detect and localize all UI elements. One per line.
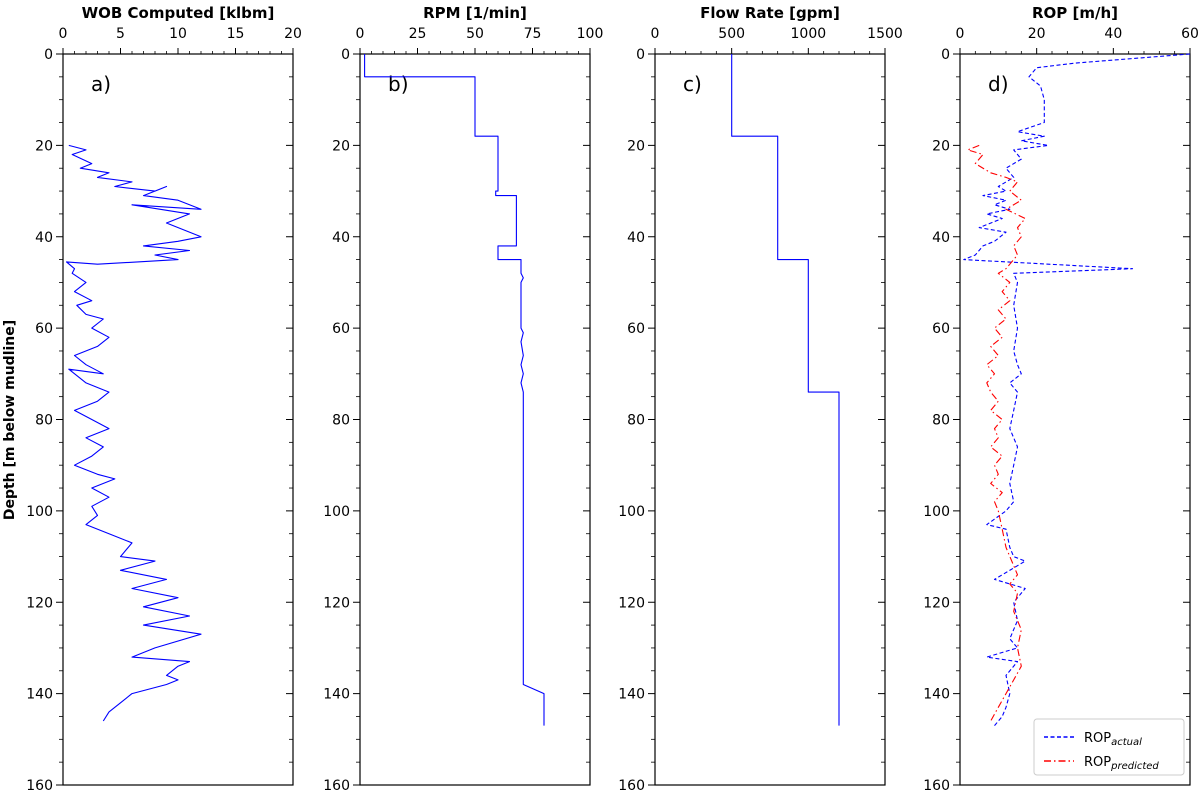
- panel-label: d): [988, 72, 1009, 96]
- y-tick-label: 0: [341, 47, 350, 63]
- x-tick-label: 500: [718, 26, 745, 42]
- y-tick-label: 20: [627, 138, 645, 154]
- x-tick-label: 5: [116, 26, 125, 42]
- x-tick-label: 0: [956, 26, 965, 42]
- x-tick-label: 1000: [791, 26, 827, 42]
- panel-title: WOB Computed [klbm]: [82, 4, 275, 22]
- x-tick-label: 100: [577, 26, 604, 42]
- y-tick-label: 20: [932, 138, 950, 154]
- series-line-predicted: [967, 144, 1026, 722]
- y-tick-label: 100: [923, 504, 950, 520]
- panel-title: RPM [1/min]: [423, 4, 527, 22]
- y-tick-label: 40: [35, 230, 53, 246]
- y-tick-label: 80: [35, 413, 53, 429]
- x-tick-label: 0: [356, 26, 365, 42]
- y-tick-label: 120: [923, 595, 950, 611]
- y-tick-label: 100: [323, 504, 350, 520]
- panel-2: RPM [1/min] 0 25 50 75 100 0 20 40 60 80 100 120 140 1…: [323, 4, 603, 794]
- y-tick-label: 0: [636, 47, 645, 63]
- series-line-series-1: [65, 144, 202, 722]
- x-tick-label: 0: [59, 26, 68, 42]
- y-tick-label: 40: [932, 230, 950, 246]
- y-tick-label: 80: [932, 413, 950, 429]
- x-tick-label: 20: [284, 26, 302, 42]
- x-tick-label: 0: [651, 26, 660, 42]
- y-tick-label: 140: [923, 687, 950, 703]
- panel-title: ROP [m/h]: [1032, 4, 1118, 22]
- y-tick-label: 80: [332, 413, 350, 429]
- panel-frame: [959, 53, 1191, 786]
- panel-4: ROP [m/h] 0 20 40 60 0 20 40 60 80 100 120 140 160 d) R…: [923, 4, 1199, 794]
- y-tick-label: 140: [323, 687, 350, 703]
- x-tick-label: 50: [466, 26, 484, 42]
- panels: WOB Computed [klbm] 0 5 10 15 20 0 20 40 60 80 100 1…: [26, 4, 1199, 794]
- y-tick-label: 60: [627, 321, 645, 337]
- x-tick-label: 1500: [867, 26, 903, 42]
- y-tick-label: 20: [35, 138, 53, 154]
- y-tick-label: 60: [35, 321, 53, 337]
- x-tick-label: 75: [524, 26, 542, 42]
- y-tick-label: 0: [44, 47, 53, 63]
- y-tick-label: 40: [627, 230, 645, 246]
- y-tick-label: 160: [26, 778, 53, 794]
- panel-3: Flow Rate [gpm] 0 500 1000 1500 0 20 40 60 80 100 1…: [618, 4, 903, 794]
- y-tick-label: 100: [618, 504, 645, 520]
- x-tick-label: 20: [1028, 26, 1046, 42]
- y-tick-label: 140: [618, 687, 645, 703]
- y-tick-label: 40: [332, 230, 350, 246]
- y-tick-label: 120: [26, 595, 53, 611]
- y-tick-label: 160: [323, 778, 350, 794]
- panel-label: a): [91, 72, 111, 96]
- panel-label: c): [683, 72, 702, 96]
- y-axis-label: Depth [m below mudline]: [2, 320, 18, 520]
- x-tick-label: 25: [409, 26, 427, 42]
- panel-label: b): [388, 72, 409, 96]
- y-tick-label: 20: [332, 138, 350, 154]
- series-line-series-1: [731, 54, 840, 726]
- panel-frame: [62, 53, 294, 786]
- y-tick-label: 140: [26, 687, 53, 703]
- panel-1: WOB Computed [klbm] 0 5 10 15 20 0 20 40 60 80 100 1…: [26, 4, 302, 794]
- y-tick-label: 80: [627, 413, 645, 429]
- panel-frame: [359, 53, 591, 786]
- y-tick-label: 160: [618, 778, 645, 794]
- x-tick-label: 60: [1181, 26, 1199, 42]
- panel-frame: [654, 53, 886, 786]
- y-tick-label: 160: [923, 778, 950, 794]
- y-tick-label: 60: [932, 321, 950, 337]
- x-tick-label: 40: [1104, 26, 1122, 42]
- legend-box: [1033, 718, 1185, 776]
- y-tick-label: 0: [941, 47, 950, 63]
- series-line-series-1: [364, 54, 545, 726]
- y-tick-label: 120: [618, 595, 645, 611]
- y-tick-label: 120: [323, 595, 350, 611]
- x-tick-label: 10: [169, 26, 187, 42]
- y-tick-label: 100: [26, 504, 53, 520]
- x-tick-label: 15: [227, 26, 245, 42]
- panel-title: Flow Rate [gpm]: [700, 4, 840, 22]
- series-line-actual: [963, 53, 1191, 726]
- y-tick-label: 60: [332, 321, 350, 337]
